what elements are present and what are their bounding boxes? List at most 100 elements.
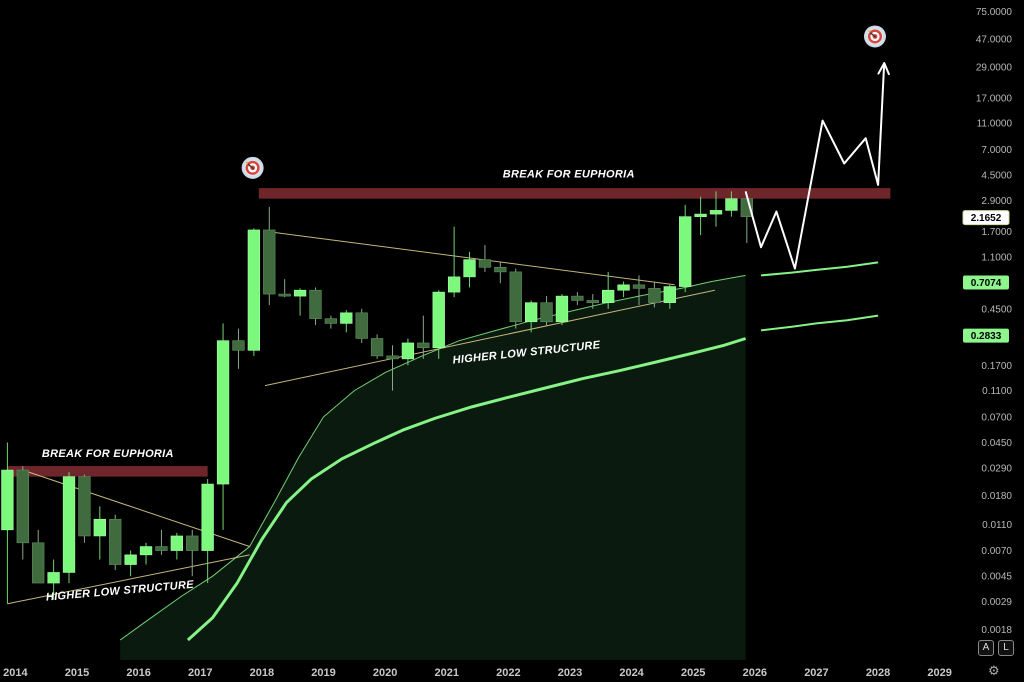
- candle-body: [709, 210, 723, 215]
- y-tick-label: 7.0000: [981, 145, 1012, 156]
- projection-path: [744, 62, 890, 270]
- x-tick-label: 2028: [866, 667, 890, 679]
- candle-body: [340, 312, 353, 324]
- candle-body: [155, 546, 168, 551]
- x-tick-label: 2021: [434, 667, 458, 679]
- candle-body: [617, 284, 630, 291]
- x-axis[interactable]: 2014 2015 2016 2017 2018 2019 2020 2021 2022 2023…: [3, 667, 952, 679]
- candle-body: [602, 289, 615, 303]
- candle-body: [247, 229, 261, 351]
- y-tick-label: 17.0000: [976, 93, 1013, 104]
- x-tick-label: 2016: [126, 667, 150, 679]
- price-tag: 2.1652: [962, 210, 1010, 226]
- candle-body: [293, 289, 307, 297]
- x-tick-label: 2025: [681, 667, 705, 679]
- y-tick-label: 1.7000: [981, 227, 1012, 238]
- price-tag-box: [963, 275, 1009, 290]
- trendlines: [7, 231, 715, 605]
- y-tick-label: 0.0110: [982, 520, 1012, 531]
- candle-body: [401, 342, 415, 360]
- candle-body: [509, 271, 522, 323]
- candle-body: [463, 259, 476, 278]
- candle-body: [139, 546, 153, 556]
- candle-body: [478, 259, 492, 268]
- target-dart-feather: [245, 161, 249, 165]
- y-tick-label: 11.0000: [977, 119, 1013, 130]
- candle-body: [432, 291, 445, 349]
- candle-body: [16, 469, 29, 544]
- candle-body: [694, 213, 707, 217]
- y-tick-label: 0.0045: [981, 572, 1012, 583]
- candle-body: [109, 518, 122, 565]
- log-scale-button[interactable]: L: [998, 640, 1014, 656]
- candle-body: [263, 229, 276, 295]
- y-tick-label: 0.0700: [981, 412, 1012, 423]
- resistance-zone: [7, 466, 208, 477]
- candle-body: [216, 340, 230, 485]
- y-tick-label: 1.1000: [981, 252, 1012, 263]
- candle-body: [201, 483, 214, 551]
- y-tick-label: 29.0000: [976, 62, 1013, 73]
- x-tick-label: 2027: [804, 667, 828, 679]
- price-tag-box: [963, 328, 1009, 343]
- candle-body: [309, 289, 322, 319]
- candle-body: [417, 342, 430, 349]
- target-icon: [863, 25, 886, 48]
- candle-body: [632, 284, 646, 289]
- y-tick-label: 0.0070: [981, 546, 1012, 557]
- band-projected-upper: [760, 261, 879, 277]
- band-lines: [119, 261, 879, 642]
- y-axis[interactable]: 75.0000 47.0000 29.0000 17.0000 11.0000 7.000…: [976, 7, 1013, 636]
- price-tag: 0.2833: [963, 328, 1009, 343]
- auto-scale-button[interactable]: A: [978, 640, 994, 656]
- x-tick-label: 2023: [558, 667, 582, 679]
- y-tick-label: 0.0029: [981, 597, 1012, 608]
- price-tag-label: 0.2833: [971, 331, 1002, 342]
- candle-body: [355, 312, 368, 339]
- candle-body: [93, 518, 106, 537]
- x-tick-label: 2029: [927, 667, 951, 679]
- candle-body: [524, 302, 538, 323]
- target-icon: [241, 156, 264, 179]
- y-tick-label: 0.0180: [981, 491, 1012, 502]
- trendline-upper-2014: [22, 469, 250, 547]
- candle-body: [571, 295, 584, 301]
- candle-body: [1, 469, 14, 531]
- band-inner-line: [186, 337, 747, 642]
- candle-body: [78, 476, 91, 537]
- candle-body: [232, 340, 245, 351]
- annotation-label: BREAK FOR EUPHORIA: [503, 169, 635, 181]
- x-tick-label: 2018: [250, 667, 274, 679]
- x-tick-label: 2019: [311, 667, 335, 679]
- candle-body: [447, 276, 461, 293]
- x-tick-label: 2024: [619, 667, 644, 679]
- band-outer-line: [119, 274, 746, 641]
- band-projected-lower: [760, 314, 879, 332]
- y-tick-label: 75.0000: [976, 7, 1013, 18]
- candle-body: [62, 476, 76, 573]
- candle-body: [494, 266, 507, 273]
- x-tick-label: 2022: [496, 667, 520, 679]
- y-tick-label: 47.0000: [976, 34, 1013, 45]
- annotation-label: BREAK FOR EUPHORIA: [42, 448, 174, 460]
- target-dart-feather: [867, 30, 871, 34]
- x-tick-label: 2017: [188, 667, 212, 679]
- trendline-lower-2018: [264, 289, 715, 387]
- resistance-zone: [258, 188, 891, 199]
- candle-body: [663, 286, 676, 303]
- candle-body: [324, 318, 338, 324]
- target-dart: [247, 163, 255, 170]
- x-tick-label: 2015: [65, 667, 89, 679]
- x-tick-label: 2020: [373, 667, 397, 679]
- trendline-lower-2014: [7, 554, 250, 605]
- candle-body: [278, 293, 291, 297]
- resistance-zones: [7, 188, 891, 477]
- price-tag-label: 2.1652: [971, 213, 1002, 224]
- y-tick-label: 0.4500: [981, 304, 1012, 315]
- y-tick-label: 4.5000: [981, 171, 1012, 182]
- candle-body: [555, 295, 569, 323]
- gear-icon[interactable]: ⚙: [988, 664, 1000, 679]
- candle-body: [47, 572, 60, 584]
- candle-body: [586, 300, 599, 303]
